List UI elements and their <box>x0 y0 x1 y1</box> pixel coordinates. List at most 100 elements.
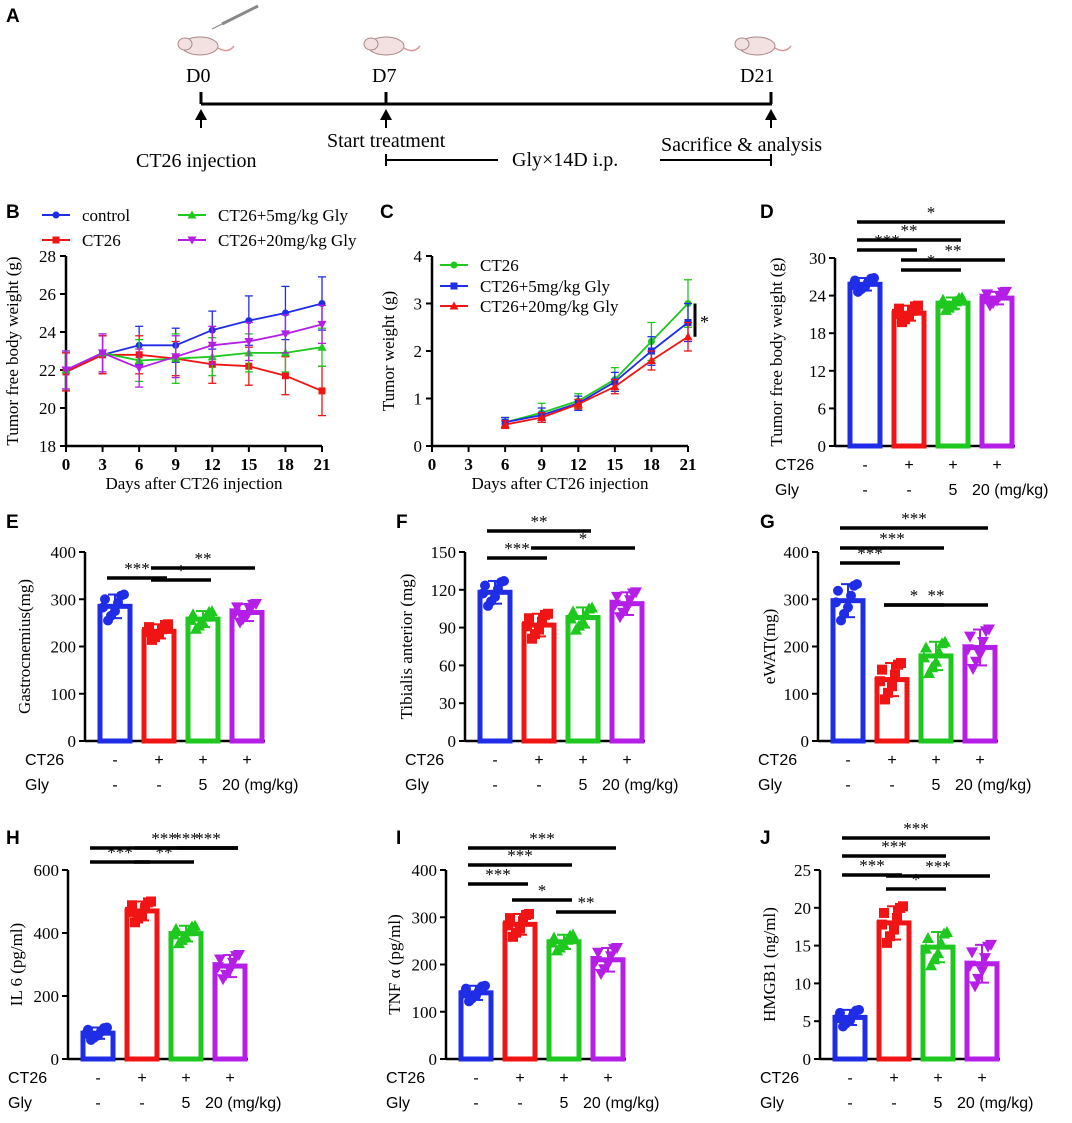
up-arrow-icon <box>195 109 207 128</box>
data-point <box>979 293 991 305</box>
data-point <box>853 286 863 297</box>
data-point <box>234 617 246 629</box>
data-point <box>280 330 290 339</box>
y-tick-label: 18 <box>809 324 826 343</box>
data-point <box>890 669 900 680</box>
group-row-label: Gly <box>775 482 799 499</box>
group-label: - <box>492 752 497 769</box>
significance-bracket: *** <box>134 829 238 850</box>
y-tick-label: 200 <box>51 638 77 657</box>
legend-item: CT26+5mg/kg Gly <box>440 277 611 296</box>
group-label: 5 <box>182 1095 191 1112</box>
group-row-label: Gly <box>25 777 49 794</box>
group-row-label: CT26 <box>386 1070 425 1087</box>
significance-bracket: *** <box>842 837 946 858</box>
legend-label: CT26+20mg/kg Gly <box>218 231 357 250</box>
group-row-label: Gly <box>405 777 429 794</box>
group-label: - <box>847 1070 852 1087</box>
x-tick-label: 12 <box>570 455 587 474</box>
legend-marker <box>52 236 60 244</box>
data-point <box>590 955 602 967</box>
data-point <box>565 612 577 624</box>
sacrifice-label: Sacrifice & analysis <box>661 134 822 156</box>
x-tick-label: 18 <box>277 455 294 474</box>
data-point <box>882 937 892 948</box>
significance-label: *** <box>504 539 530 558</box>
data-point <box>540 609 550 620</box>
data-point <box>130 917 140 928</box>
legend-item: CT26+20mg/kg Gly <box>440 297 619 316</box>
group-label: + <box>181 1070 190 1087</box>
significance-label: ** <box>901 221 918 240</box>
start-treatment-label: Start treatment <box>327 130 446 152</box>
bar-group <box>979 286 1015 449</box>
data-point <box>962 644 974 656</box>
data-point <box>524 613 534 624</box>
legend-marker <box>450 282 458 290</box>
data-point <box>851 1005 861 1016</box>
y-tick-label: 30 <box>809 249 826 268</box>
mouse-icon <box>363 36 421 56</box>
data-point <box>534 624 544 635</box>
data-point <box>558 938 570 950</box>
data-point <box>969 981 981 993</box>
data-point <box>478 588 488 599</box>
panel-label-a: A <box>6 6 20 27</box>
data-point <box>171 353 181 362</box>
data-point <box>100 594 110 605</box>
data-point <box>318 387 326 395</box>
y-tick-label: 400 <box>34 924 60 943</box>
y-tick-label: 0 <box>803 1050 812 1069</box>
series-line <box>504 302 689 424</box>
data-point <box>490 591 500 602</box>
significance-label: *** <box>507 846 533 865</box>
panel-label: F <box>396 512 408 533</box>
x-tick-label: 9 <box>171 455 180 474</box>
bar <box>979 295 1015 449</box>
data-point <box>833 585 843 596</box>
day-label-d0: D0 <box>186 65 210 87</box>
day-label-d7: D7 <box>372 65 396 87</box>
significance-bracket: ** <box>884 586 988 607</box>
y-tick-label: 6 <box>818 399 827 418</box>
group-label: - <box>845 777 850 794</box>
data-point <box>889 924 899 935</box>
group-label: 20 (mg/kg) <box>205 1095 281 1112</box>
y-axis-label: TNF α (pg/ml) <box>385 914 404 1015</box>
y-tick-label: 600 <box>34 861 60 880</box>
significance-label: * <box>927 203 936 222</box>
y-tick-label: 2 <box>414 342 423 361</box>
legend-label: CT26+20mg/kg Gly <box>480 297 619 316</box>
x-tick-label: 3 <box>464 455 473 474</box>
data-point <box>98 349 108 358</box>
treatment-label: Gly×14D i.p. <box>512 149 618 171</box>
data-point <box>893 659 903 670</box>
legend-item: CT26 <box>42 231 121 250</box>
bar-group <box>830 579 866 744</box>
significance-label: *** <box>881 837 907 856</box>
group-label: + <box>948 457 957 474</box>
group-label: + <box>242 752 251 769</box>
group-label: + <box>931 752 940 769</box>
legend-item: CT26 <box>440 256 519 275</box>
x-tick-label: 6 <box>135 455 144 474</box>
bar-group <box>185 605 221 744</box>
significance-bracket: *** <box>842 819 990 840</box>
y-tick-label: 30 <box>439 694 456 713</box>
data-point <box>573 399 583 408</box>
data-point <box>974 649 986 661</box>
bar <box>477 589 513 744</box>
data-point <box>935 936 947 948</box>
group-label: 5 <box>932 777 941 794</box>
y-tick-label: 400 <box>51 543 77 562</box>
group-label: 20 (mg/kg) <box>957 1095 1033 1112</box>
group-label: - <box>112 777 117 794</box>
y-tick-label: 28 <box>39 247 56 266</box>
y-tick-label: 0 <box>429 1050 438 1069</box>
data-point <box>551 944 563 956</box>
significance-label: * <box>912 870 921 889</box>
x-tick-label: 9 <box>537 455 546 474</box>
significance-label: *** <box>901 509 927 528</box>
legend-item: CT26+5mg/kg Gly <box>178 206 349 225</box>
